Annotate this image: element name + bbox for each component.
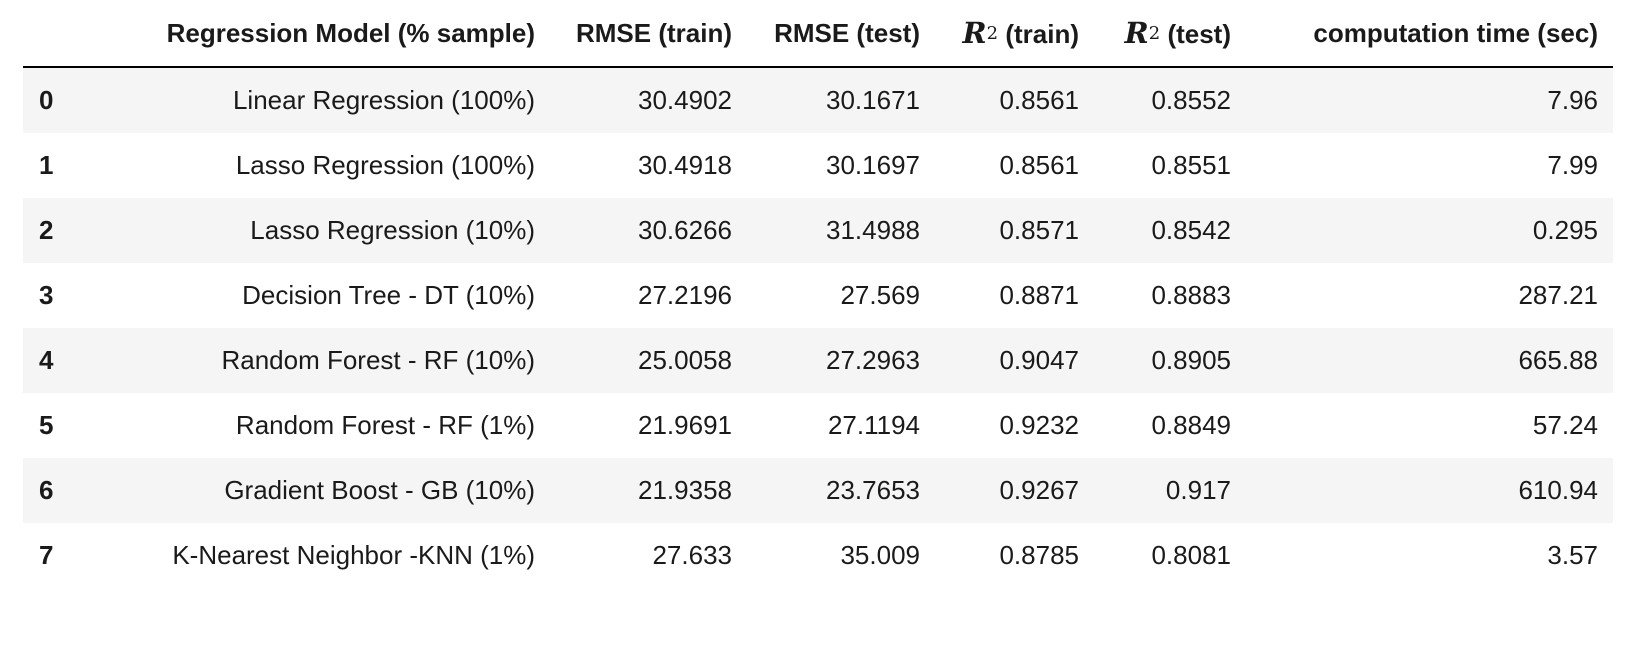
cell-rmse-test: 30.1697: [826, 150, 920, 180]
cell-r2-test: 0.8542: [1151, 215, 1231, 245]
table-row: 3 Decision Tree - DT (10%) 27.2196 27.569 0.…: [23, 263, 1613, 328]
regression-results-table: Regression Model (% sample) RMSE (train)…: [23, 0, 1613, 588]
table-row: 4 Random Forest - RF (10%) 25.0058 27.2963 0…: [23, 328, 1613, 393]
r2-letter: R: [962, 16, 987, 50]
table-header: Regression Model (% sample) RMSE (train)…: [23, 0, 1613, 68]
r2-symbol: R2: [963, 16, 999, 50]
cell-r2-train: 0.9267: [999, 475, 1079, 505]
row-index: 4: [39, 345, 54, 375]
row-index: 3: [39, 280, 54, 310]
cell-rmse-test: 23.7653: [826, 475, 920, 505]
cell-rmse-train: 30.4918: [638, 150, 732, 180]
cell-model: Lasso Regression (100%): [235, 150, 535, 180]
cell-model: Decision Tree - DT (10%): [242, 280, 535, 310]
row-index: 1: [39, 150, 54, 180]
cell-r2-test: 0.8552: [1151, 85, 1231, 115]
cell-r2-train: 0.8571: [999, 215, 1079, 245]
header-model: Regression Model (% sample): [63, 0, 550, 68]
header-rmse-test: RMSE (test): [747, 0, 935, 68]
cell-computation-time: 610.94: [1518, 475, 1598, 505]
cell-rmse-train: 27.633: [652, 540, 732, 570]
header-row: Regression Model (% sample) RMSE (train)…: [23, 0, 1613, 68]
cell-rmse-test: 35.009: [840, 540, 920, 570]
cell-rmse-test: 27.1194: [827, 410, 920, 440]
row-index: 5: [39, 410, 54, 440]
cell-r2-test: 0.8551: [1151, 150, 1231, 180]
cell-model: Random Forest - RF (1%): [235, 410, 535, 440]
cell-model: Lasso Regression (10%): [250, 215, 535, 245]
cell-rmse-test: 27.2963: [826, 345, 920, 375]
cell-model: Linear Regression (100%): [232, 85, 535, 115]
header-r2-test: R2 (test): [1094, 0, 1246, 68]
cell-rmse-test: 27.569: [840, 280, 920, 310]
table-row: 6 Gradient Boost - GB (10%) 21.9358 23.7653…: [23, 458, 1613, 523]
header-rmse-train: RMSE (train): [550, 0, 747, 68]
row-index: 0: [39, 85, 54, 115]
table-body: 0 Linear Regression (100%) 30.4902 30.1671 0…: [23, 67, 1613, 588]
cell-r2-train: 0.8561: [999, 85, 1079, 115]
cell-rmse-train: 27.2196: [638, 280, 732, 310]
r2-letter: R: [1124, 16, 1149, 50]
cell-rmse-test: 30.1671: [826, 85, 920, 115]
cell-r2-train: 0.9047: [999, 345, 1079, 375]
cell-r2-train: 0.8561: [999, 150, 1079, 180]
header-computation-time: computation time (sec): [1246, 0, 1613, 68]
cell-rmse-train: 21.9358: [638, 475, 732, 505]
cell-rmse-train: 21.9691: [638, 410, 732, 440]
cell-model: Gradient Boost - GB (10%): [224, 475, 535, 505]
table-row: 0 Linear Regression (100%) 30.4902 30.1671 0…: [23, 67, 1613, 133]
cell-computation-time: 287.21: [1518, 280, 1598, 310]
table-row: 1 Lasso Regression (100%) 30.4918 30.1697 0.…: [23, 133, 1613, 198]
cell-computation-time: 665.88: [1518, 345, 1598, 375]
cell-computation-time: 57.24: [1532, 410, 1598, 440]
table-row: 5 Random Forest - RF (1%) 21.9691 27.1194 0.…: [23, 393, 1613, 458]
cell-computation-time: 3.57: [1547, 540, 1598, 570]
header-index-blank: [23, 0, 63, 68]
results-table-container: Regression Model (% sample) RMSE (train)…: [23, 0, 1613, 588]
cell-r2-train: 0.8785: [999, 540, 1079, 570]
cell-rmse-test: 31.4988: [826, 215, 920, 245]
cell-rmse-train: 30.4902: [638, 85, 732, 115]
cell-r2-train: 0.8871: [999, 280, 1079, 310]
table-row: 7 K-Nearest Neighbor -KNN (1%) 27.633 35.00…: [23, 523, 1613, 588]
r2-symbol: R2: [1125, 16, 1161, 50]
cell-r2-test: 0.8081: [1151, 540, 1231, 570]
r2-test-suffix: (test): [1160, 19, 1231, 49]
cell-computation-time: 7.96: [1547, 85, 1598, 115]
row-index: 7: [39, 540, 54, 570]
row-index: 6: [39, 475, 54, 505]
cell-computation-time: 0.295: [1532, 215, 1598, 245]
row-index: 2: [39, 215, 54, 245]
cell-rmse-train: 25.0058: [638, 345, 732, 375]
cell-r2-test: 0.917: [1165, 475, 1231, 505]
cell-rmse-train: 30.6266: [638, 215, 732, 245]
cell-r2-train: 0.9232: [999, 410, 1079, 440]
r2-train-suffix: (train): [998, 19, 1079, 49]
cell-model: K-Nearest Neighbor -KNN (1%): [172, 540, 535, 570]
cell-computation-time: 7.99: [1547, 150, 1598, 180]
cell-r2-test: 0.8849: [1151, 410, 1231, 440]
cell-r2-test: 0.8883: [1151, 280, 1231, 310]
table-row: 2 Lasso Regression (10%) 30.6266 31.4988 0.8…: [23, 198, 1613, 263]
cell-model: Random Forest - RF (10%): [221, 345, 535, 375]
header-r2-train: R2 (train): [935, 0, 1094, 68]
cell-r2-test: 0.8905: [1151, 345, 1231, 375]
r2-power: 2: [986, 23, 999, 44]
r2-power: 2: [1148, 23, 1161, 44]
